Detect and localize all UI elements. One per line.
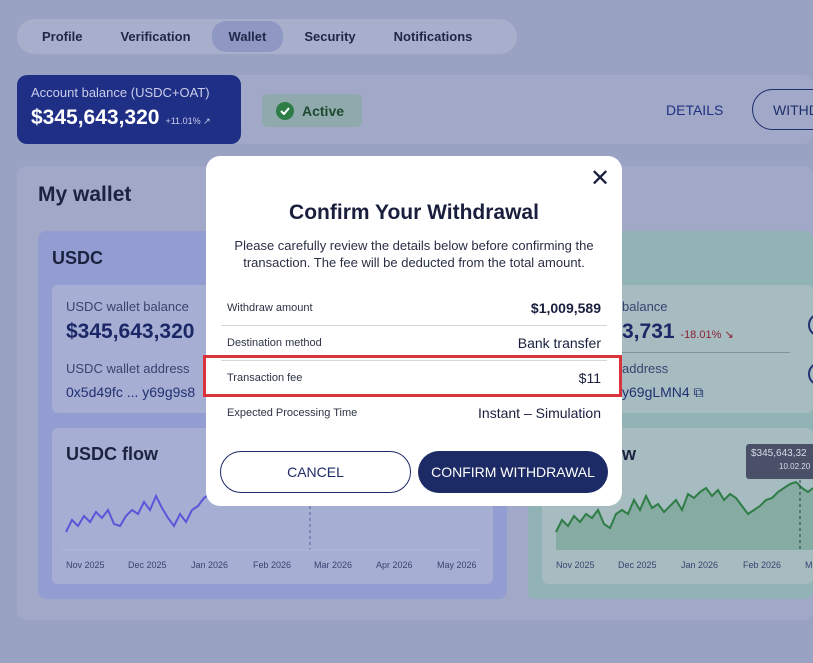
dialog-title: Confirm Your Withdrawal <box>289 201 539 224</box>
usdc-balance-card <box>52 285 232 413</box>
trend-up-icon: ↗ <box>203 116 211 126</box>
usdc-axis-5: Apr 2026 <box>376 560 413 570</box>
settings-tabs: Profile Verification Wallet Security Not… <box>17 19 517 54</box>
usdc-axis-3: Feb 2026 <box>253 560 292 570</box>
usdc-balance-value: $345,643,320 <box>66 320 195 343</box>
row-value: Bank transfer <box>517 335 601 351</box>
check-icon <box>276 101 294 120</box>
usdc-flow-title: USDC flow <box>66 444 158 464</box>
status-badge: Active <box>262 94 362 127</box>
row-transaction-fee: Transaction fee $11 <box>221 361 607 395</box>
oat-axis-1: Dec 2025 <box>618 560 657 570</box>
status-label: Active <box>302 102 345 119</box>
row-withdraw-amount: Withdraw amount $1,009,589 <box>221 291 607 325</box>
usdc-axis-0: Nov 2025 <box>66 560 105 570</box>
row-label: Expected Processing Time <box>227 407 358 419</box>
usdc-axis-2: Jan 2026 <box>191 560 229 570</box>
account-balance-change: +11.01% ↗ <box>165 116 211 126</box>
usdc-title: USDC <box>52 248 104 268</box>
usdc-address-value: 0x5d49fc ... y69g9s8 <box>66 384 196 400</box>
row-processing-time: Expected Processing Time Instant – Simul… <box>221 396 607 430</box>
oat-axis-4: M <box>805 560 813 570</box>
oat-axis-3: Feb 2026 <box>743 560 782 570</box>
divider <box>622 352 790 353</box>
oat-balance-label: balance <box>622 299 668 314</box>
chart-tooltip: $345,643,32 10.02.20 <box>746 444 813 479</box>
row-value: $11 <box>578 370 601 386</box>
account-balance-amount: $345,643,320 <box>31 106 160 129</box>
trend-down-icon: ↘ <box>724 329 734 341</box>
divider <box>221 325 607 326</box>
oat-flow-title: w <box>622 444 637 464</box>
tooltip-date: 10.02.20 <box>779 462 811 471</box>
oat-address-label: address <box>622 361 669 376</box>
usdc-flow-chart <box>62 488 480 551</box>
tab-wallet[interactable]: Wallet <box>211 21 284 52</box>
tab-verification[interactable]: Verification <box>120 29 191 44</box>
oat-balance-change: -18.01% ↘ <box>680 329 734 341</box>
oat-address-value: y69gLMN4 ⧉ <box>622 384 704 400</box>
row-destination-method: Destination method Bank transfer <box>221 326 607 360</box>
copy-icon[interactable]: ⧉ <box>693 384 704 400</box>
usdc-axis-4: Mar 2026 <box>314 560 353 570</box>
oat-axis-0: Nov 2025 <box>556 560 595 570</box>
usdc-address-label: USDC wallet address <box>66 361 190 376</box>
divider <box>221 360 607 361</box>
account-balance-card: Account balance (USDC+OAT) $345,643,320 … <box>17 75 241 144</box>
row-label: Transaction fee <box>227 372 303 384</box>
account-balance-label: Account balance (USDC+OAT) <box>31 85 210 100</box>
dialog-description: Please carefully review the details belo… <box>234 238 594 270</box>
close-icon[interactable]: ✕ <box>590 165 611 192</box>
oat-axis-2: Jan 2026 <box>681 560 719 570</box>
details-link[interactable]: DETAILS <box>666 102 724 118</box>
oat-flow-chart <box>555 480 813 550</box>
oat-balance-card <box>610 285 813 413</box>
row-value: Instant – Simulation <box>478 405 601 421</box>
usdc-balance-label: USDC wallet balance <box>66 299 189 314</box>
confirm-withdrawal-button[interactable]: CONFIRM WITHDRAWAL <box>418 451 608 493</box>
tab-notifications[interactable]: Notifications <box>393 29 473 44</box>
cancel-button[interactable]: CANCEL <box>220 451 411 493</box>
tab-security[interactable]: Security <box>304 29 356 44</box>
tab-profile[interactable]: Profile <box>42 29 83 44</box>
usdc-axis-6: May 2026 <box>437 560 477 570</box>
row-label: Destination method <box>227 337 322 349</box>
usdc-axis-1: Dec 2025 <box>128 560 167 570</box>
wallet-title: My wallet <box>38 183 132 206</box>
oat-balance-value: 3,731 -18.01% ↘ <box>622 320 734 343</box>
row-value: $1,009,589 <box>530 300 601 316</box>
row-label: Withdraw amount <box>227 302 313 314</box>
withdraw-button[interactable]: WITHDRAW <box>752 89 813 130</box>
tooltip-value: $345,643,32 <box>751 448 807 459</box>
confirm-withdrawal-dialog: ✕ Confirm Your Withdrawal Please careful… <box>206 156 622 506</box>
